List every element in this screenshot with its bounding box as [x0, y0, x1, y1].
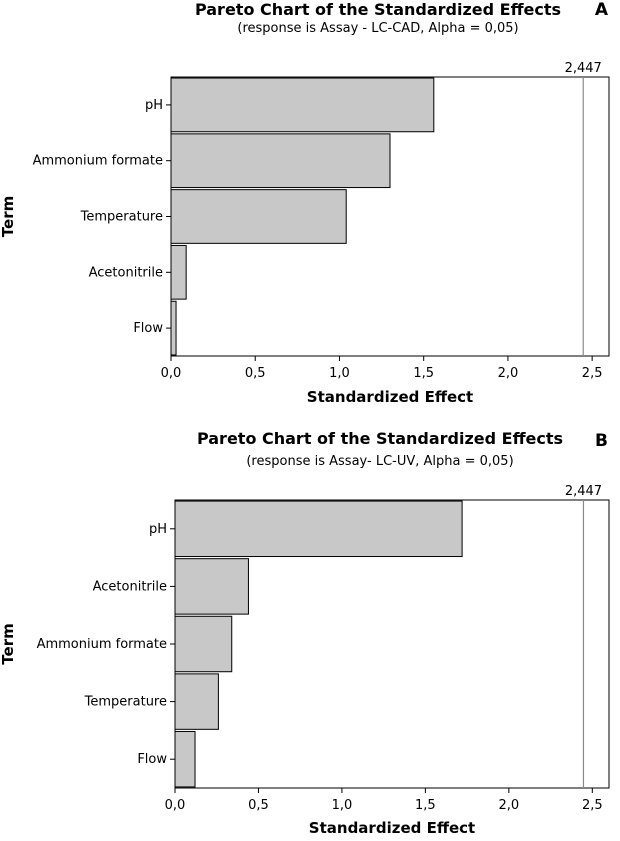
- reference-value-label: 2,447: [565, 484, 602, 499]
- x-tick-label: 0,0: [165, 798, 186, 813]
- x-tick-label: 2,0: [499, 798, 520, 813]
- chart-subtitle: (response is Assay- LC-UV, Alpha = 0,05): [246, 454, 513, 469]
- bar-temperature: [174, 673, 219, 730]
- term-label: pH: [145, 98, 163, 113]
- term-label: pH: [149, 522, 167, 537]
- x-tick-label: 0,5: [245, 366, 266, 381]
- chart-panel-a: Pareto Chart of the Standardized Effects…: [0, 0, 610, 406]
- chart-subtitle: (response is Assay - LC-CAD, Alpha = 0,0…: [237, 21, 518, 36]
- term-label: Acetonitrile: [89, 265, 163, 280]
- panel-label: A: [595, 0, 609, 20]
- x-tick-label: 0,5: [248, 798, 269, 813]
- bar-temperature: [170, 189, 347, 244]
- x-tick-label: 0,0: [161, 366, 182, 381]
- chart-panel-b: Pareto Chart of the Standardized Effects…: [0, 429, 610, 837]
- reference-value-label: 2,447: [565, 61, 602, 76]
- x-tick-label: 1,5: [413, 366, 434, 381]
- term-label: Acetonitrile: [93, 579, 167, 594]
- term-label: Ammonium formate: [37, 637, 167, 652]
- term-label: Temperature: [84, 695, 167, 710]
- x-tick-label: 2,5: [582, 798, 603, 813]
- x-tick-label: 1,0: [329, 366, 350, 381]
- term-label: Flow: [137, 752, 167, 767]
- x-axis-title: Standardized Effect: [309, 819, 475, 837]
- x-tick-label: 1,0: [332, 798, 353, 813]
- bar-flow: [174, 730, 196, 788]
- chart-title: Pareto Chart of the Standardized Effects: [195, 0, 561, 19]
- bar-ammonium-formate: [174, 615, 233, 673]
- bar-acetonitrile: [170, 244, 187, 300]
- bar-ph: [174, 500, 463, 558]
- bar-ph: [170, 77, 435, 133]
- y-axis-title: Term: [0, 623, 17, 664]
- panel-label: B: [595, 431, 608, 451]
- bar-flow: [170, 300, 177, 356]
- x-tick-label: 2,0: [498, 366, 519, 381]
- bar-ammonium-formate: [170, 133, 391, 189]
- y-axis-title: Term: [0, 196, 17, 237]
- x-tick-label: 1,5: [415, 798, 436, 813]
- x-axis-title: Standardized Effect: [307, 388, 473, 406]
- x-tick-label: 2,5: [582, 366, 603, 381]
- chart-title: Pareto Chart of the Standardized Effects: [197, 429, 563, 448]
- term-label: Flow: [133, 321, 163, 336]
- term-label: Temperature: [80, 210, 163, 225]
- bar-acetonitrile: [174, 558, 249, 615]
- term-label: Ammonium formate: [33, 154, 163, 169]
